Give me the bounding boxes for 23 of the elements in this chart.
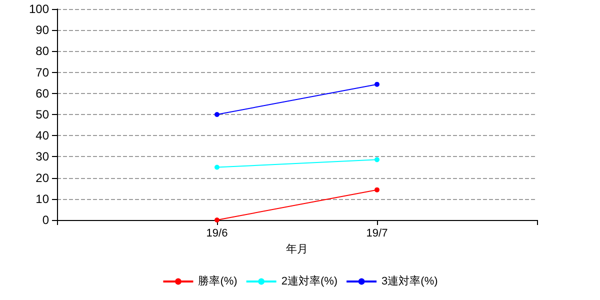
- y-tick-label: 90: [36, 23, 50, 38]
- legend-label: 勝率(%): [198, 274, 238, 288]
- y-tick-label: 80: [36, 44, 50, 58]
- y-tick-label: 40: [36, 128, 50, 143]
- y-tick-label: 100: [28, 2, 50, 16]
- point: [374, 187, 380, 192]
- y-tick-label: 50: [36, 108, 50, 122]
- y-tick-label: 20: [36, 170, 50, 185]
- y-tick-label: 70: [36, 65, 50, 80]
- y-tick-label: 0: [42, 213, 50, 227]
- point: [214, 218, 220, 222]
- point: [214, 112, 220, 117]
- y-tick-label: 10: [36, 192, 50, 206]
- point: [374, 82, 380, 87]
- x-tick-label: 19/6: [206, 228, 228, 240]
- legend-label: 2連対率(%): [281, 274, 338, 288]
- x-axis-title: 年月: [286, 243, 308, 256]
- legend-label: 3連対率(%): [382, 274, 438, 288]
- point: [374, 157, 380, 162]
- y-tick-label: 60: [36, 86, 50, 100]
- y-tick-label: 30: [36, 150, 50, 164]
- x-tick-label: 19/7: [366, 228, 388, 240]
- point: [214, 164, 220, 170]
